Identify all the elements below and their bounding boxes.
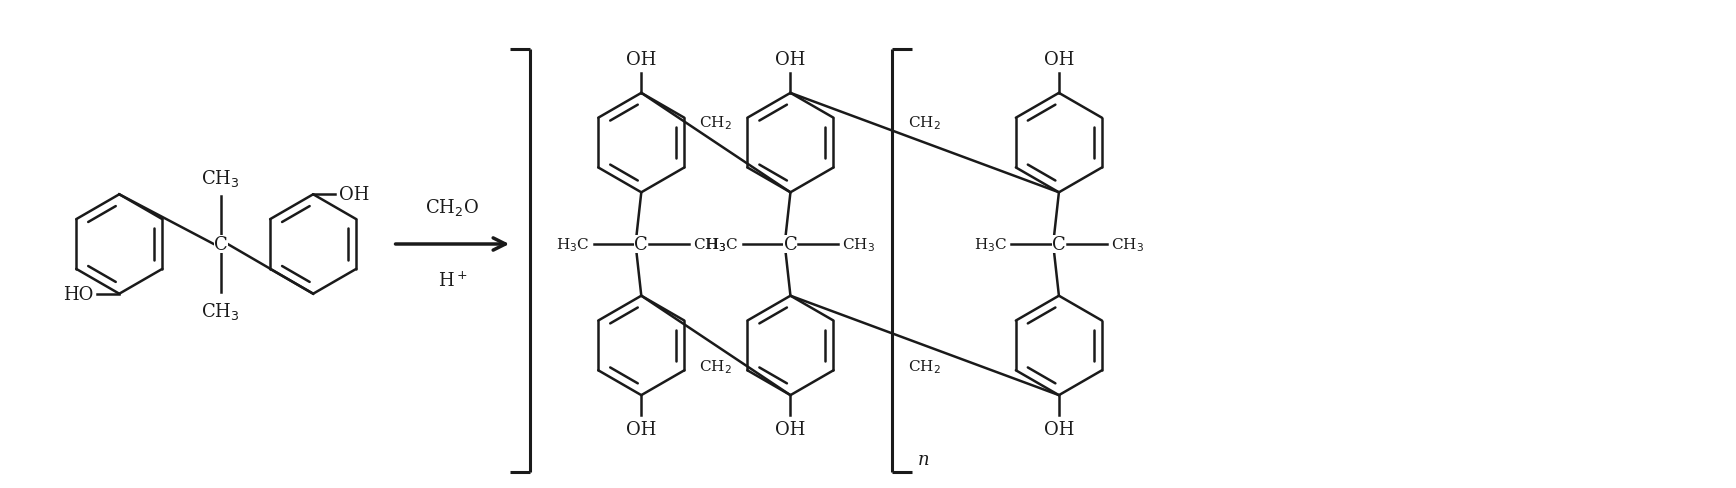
Text: CH$_2$O: CH$_2$O	[425, 197, 479, 218]
Text: C: C	[214, 236, 227, 253]
Text: C: C	[1052, 236, 1066, 253]
Text: H$_3$C: H$_3$C	[974, 236, 1007, 253]
Text: H$^+$: H$^+$	[437, 271, 467, 290]
Text: CH$_3$: CH$_3$	[201, 168, 240, 189]
Text: CH$_2$: CH$_2$	[700, 114, 733, 131]
Text: CH$_3$: CH$_3$	[201, 300, 240, 321]
Text: CH$_3$: CH$_3$	[842, 236, 875, 253]
Text: OH: OH	[339, 186, 370, 204]
Text: CH$_2$: CH$_2$	[908, 358, 941, 375]
Text: OH: OH	[776, 420, 806, 438]
Text: H$_3$C: H$_3$C	[556, 236, 590, 253]
Text: OH: OH	[627, 420, 656, 438]
Text: HO: HO	[62, 285, 94, 303]
Text: C: C	[783, 236, 797, 253]
Text: CH$_3$: CH$_3$	[693, 236, 726, 253]
Text: CH$_2$: CH$_2$	[908, 114, 941, 131]
Text: n: n	[918, 450, 929, 468]
Text: OH: OH	[1043, 51, 1075, 69]
Text: H$_3$C: H$_3$C	[705, 236, 740, 253]
Text: OH: OH	[776, 51, 806, 69]
Text: C: C	[634, 236, 648, 253]
Text: CH$_2$: CH$_2$	[700, 358, 733, 375]
Text: OH: OH	[1043, 420, 1075, 438]
Text: OH: OH	[627, 51, 656, 69]
Text: CH$_3$: CH$_3$	[1111, 236, 1144, 253]
